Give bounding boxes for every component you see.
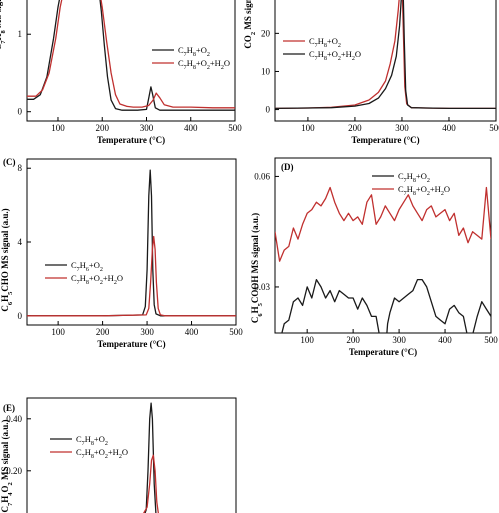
x-tick-label: 100 [51, 327, 65, 337]
x-tick-label: 100 [51, 123, 65, 133]
y-tick-label: 0 [18, 311, 23, 321]
series-line-o2-h2o [275, 186, 491, 262]
y-tick-label: 0.03 [254, 282, 270, 292]
y-axis-label: C6H5CHO MS signal (a.u.) [0, 208, 14, 311]
x-tick-label: 200 [346, 335, 360, 345]
series-line-o2-h2o [27, 0, 235, 109]
x-tick-label: 500 [489, 123, 499, 133]
plot-frame [26, 397, 237, 513]
legend-entry: C7H8+O2+H2O [178, 58, 230, 71]
legend-entry: C7H8+O2+H2O [76, 447, 128, 460]
x-tick-label: 100 [301, 123, 315, 133]
legend-entry: C7H8+O2+H2O [71, 273, 123, 286]
y-tick-label: 4 [18, 237, 23, 247]
panel-a: 100 200 300 400 500 0 1 Temperature (°C) C7H8 MS… [0, 0, 242, 145]
plot-frame [26, 0, 236, 122]
y-tick-label: 0.06 [254, 171, 270, 181]
x-tick-label: 200 [96, 327, 110, 337]
x-axis-label: Temperature (°C) [97, 135, 165, 145]
y-tick-label: 1 [18, 29, 23, 39]
x-tick-label: 500 [228, 123, 242, 133]
x-tick-label: 400 [442, 123, 456, 133]
y-tick-label: 0.40 [6, 414, 22, 424]
x-tick-label: 500 [484, 335, 498, 345]
legend-entry: C7H8+O2+H2O [398, 184, 450, 197]
x-axis-label: Temperature (°C) [349, 347, 417, 357]
legend-entry: C7H8+O2 [178, 45, 210, 58]
plot-frame [274, 0, 497, 122]
x-tick-label: 400 [438, 335, 452, 345]
series-line-o2 [144, 402, 157, 513]
plot-frame [26, 158, 237, 326]
x-tick-label: 500 [229, 327, 243, 337]
legend-entry: C7H6+O2 [71, 260, 103, 273]
panel-label: (C) [3, 157, 16, 167]
x-tick-label: 100 [300, 335, 314, 345]
series-line-o2-h2o [275, 0, 496, 110]
y-tick-label: 0 [18, 107, 23, 117]
x-tick-label: 400 [184, 123, 198, 133]
y-tick-label: 8 [18, 163, 23, 173]
x-tick-label: 200 [348, 123, 362, 133]
series-line-o2 [281, 278, 491, 333]
x-tick-label: 300 [392, 335, 406, 345]
panel-d: 100 200 300 400 500 0.03 0.06 Temperature (°C) C… [250, 157, 498, 357]
x-tick-label: 300 [140, 123, 154, 133]
panel-label: (E) [3, 403, 15, 413]
legend-entry: C7H8+O2+H2O [309, 49, 361, 62]
x-tick-label: 300 [395, 123, 409, 133]
x-axis-label: Temperature (°C) [97, 339, 165, 349]
y-axis-label: C7H8 MS signal [0, 0, 7, 50]
series-line-o2 [27, 169, 236, 317]
legend-entry: C7H8+O2 [309, 36, 341, 49]
panel-b: 1002003004005000102030Temperature (°C)CO… [243, 0, 499, 145]
y-axis-label: CO2 MS signal [243, 0, 257, 49]
x-tick-label: 400 [185, 327, 199, 337]
legend-entry: C7H8+O2 [76, 434, 108, 447]
x-tick-label: 200 [95, 123, 109, 133]
y-axis-label: C7H4O2 MS signal (a.u.) [0, 419, 14, 512]
panel-c: 100 200 300 400 500 0 4 8 Temperature (°C) C6H5CH… [0, 157, 243, 349]
y-tick-label: 20 [261, 28, 271, 38]
plot-frame [274, 157, 492, 334]
series-line-o2-h2o [27, 235, 236, 317]
legend-entry: C7H8+O2 [398, 171, 430, 184]
series-line-o2 [27, 0, 235, 111]
x-tick-label: 300 [140, 327, 154, 337]
panel-label: (D) [281, 162, 294, 172]
y-tick-label: 10 [261, 66, 271, 76]
y-tick-label: 0 [266, 105, 271, 115]
x-axis-label: Temperature (°C) [351, 135, 419, 145]
y-axis-label: C6H5COOH MS signal (a.u.) [250, 213, 264, 323]
y-tick-label: 0.20 [6, 466, 22, 476]
series-line-o2-h2o [143, 454, 159, 513]
